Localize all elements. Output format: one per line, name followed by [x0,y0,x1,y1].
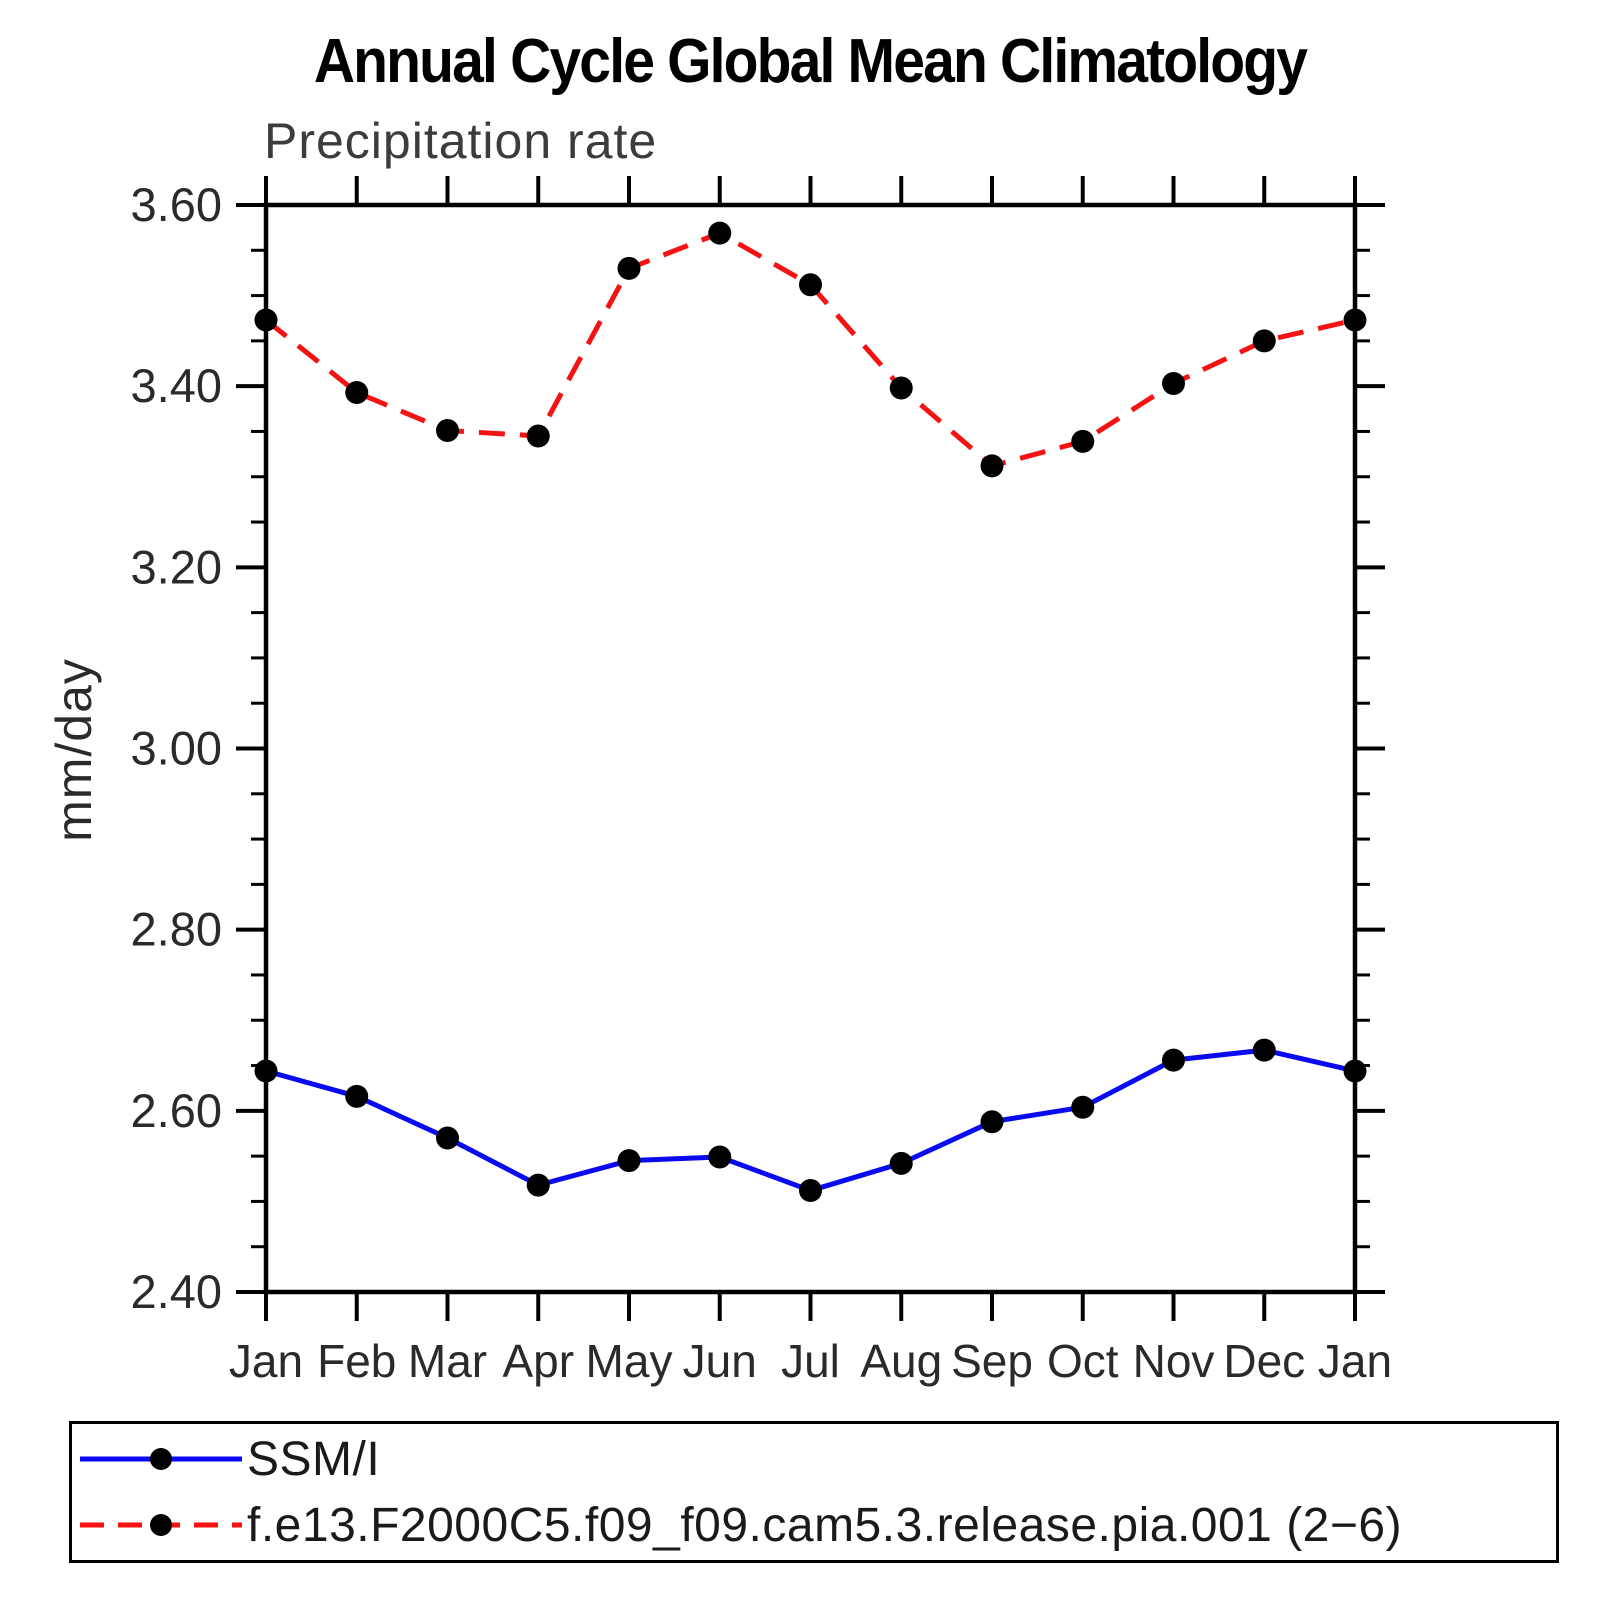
data-point-s1-12 [1343,308,1367,332]
x-tick-label: Oct [1047,1335,1119,1387]
data-point-s0-0 [254,1059,278,1083]
data-point-s1-0 [254,308,278,332]
legend-row-model: f.e13.F2000C5.f09_f09.cam5.3.release.pia… [78,1494,1556,1556]
x-tick-label: Aug [860,1335,942,1387]
y-tick-label: 2.80 [131,903,222,956]
x-tick-label: Jun [683,1335,757,1387]
y-tick-label: 3.40 [131,359,222,412]
data-point-s1-8 [980,454,1004,478]
chart-subtitle: Precipitation rate [264,113,658,169]
data-point-s1-7 [889,376,913,400]
legend-box: SSM/I f.e13.F2000C5.f09_f09.cam5.3.relea… [69,1421,1559,1563]
series-line-1 [264,230,1356,469]
legend-line-sample-ssmi [80,1448,242,1470]
data-point-s1-1 [345,381,369,405]
data-point-s0-10 [1162,1048,1185,1072]
data-point-s0-7 [889,1151,913,1175]
legend-line-sample-model [80,1514,242,1536]
data-point-s0-2 [436,1126,459,1150]
data-point-s1-9 [1071,429,1095,453]
data-point-s1-11 [1252,329,1276,353]
x-tick-label: May [586,1335,673,1387]
data-point-s0-12 [1343,1059,1367,1083]
x-tick-label: Nov [1133,1335,1215,1387]
legend-marker-icon [150,1514,172,1536]
y-tick-label: 2.60 [131,1084,222,1137]
chart-title: Annual Cycle Global Mean Climatology [313,27,1308,96]
legend-marker-icon [150,1448,172,1470]
data-point-s1-3 [526,424,550,448]
data-point-s0-11 [1252,1038,1276,1062]
data-point-s0-3 [526,1173,550,1197]
legend-label-ssmi: SSM/I [247,1432,381,1486]
x-tick-label: Jan [1318,1335,1392,1387]
data-point-s0-8 [980,1110,1004,1134]
data-point-s0-1 [345,1084,369,1108]
data-point-s1-5 [708,221,732,245]
y-tick-label: 3.00 [131,722,222,775]
legend-row-ssmi: SSM/I [78,1428,1556,1490]
x-tick-label: Jul [781,1335,840,1387]
data-point-s1-6 [799,273,822,297]
y-tick-label: 2.40 [131,1265,222,1318]
y-tick-label: 3.20 [131,540,222,593]
legend-label-model: f.e13.F2000C5.f09_f09.cam5.3.release.pia… [247,1498,1403,1552]
x-tick-label: Feb [317,1335,396,1387]
series-line-0 [265,1047,1356,1194]
x-tick-label: Mar [408,1335,487,1387]
x-tick-label: Sep [951,1335,1033,1387]
data-point-s0-9 [1071,1095,1095,1119]
x-tick-label: Apr [502,1335,574,1387]
data-point-s1-4 [617,256,641,280]
x-tick-label: Jan [229,1335,303,1387]
data-point-s1-2 [436,419,459,443]
y-tick-label: 3.60 [131,178,222,231]
data-point-s0-5 [708,1145,732,1169]
x-tick-label: Dec [1223,1335,1305,1387]
data-point-s0-4 [617,1149,641,1173]
data-point-s0-6 [799,1179,822,1203]
data-point-s1-10 [1162,371,1185,395]
